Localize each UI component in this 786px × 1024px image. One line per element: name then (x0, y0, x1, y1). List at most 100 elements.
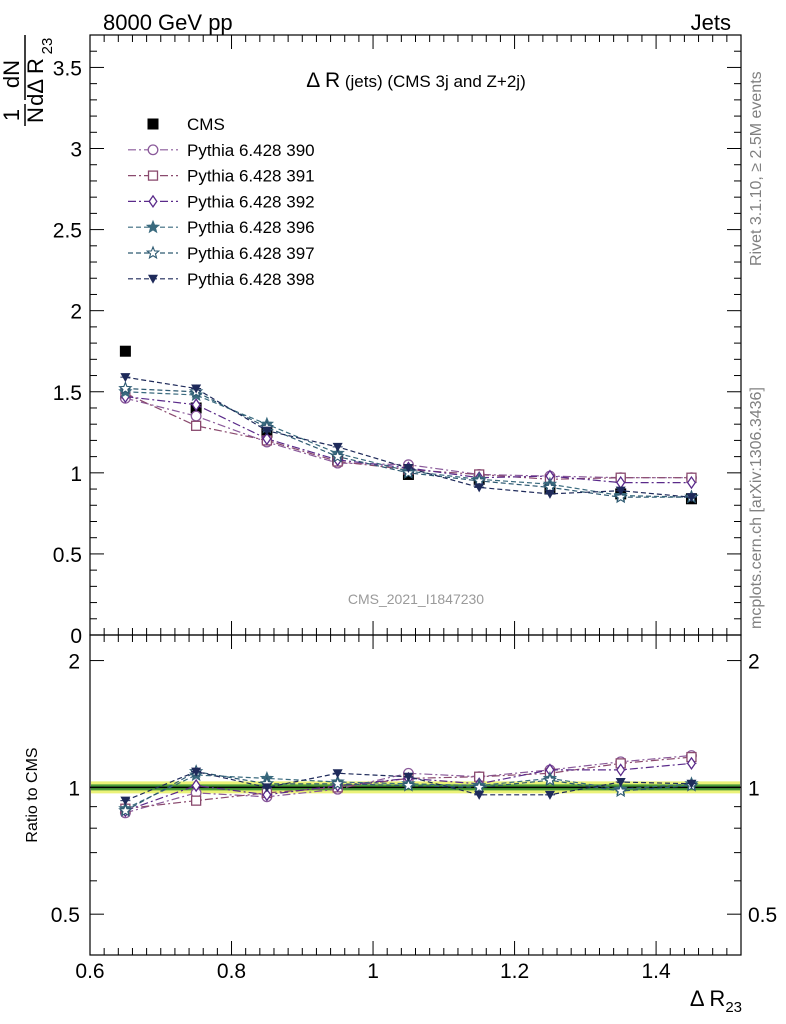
main-series-4 (118, 384, 699, 504)
ratio-y-tick-label: 2 (68, 651, 80, 674)
main-data-point (190, 420, 202, 431)
legend-marker (145, 245, 161, 260)
legend-marker (148, 194, 158, 209)
legend-label: Pythia 6.428 392 (187, 192, 315, 211)
main-series-0 (119, 345, 697, 505)
main-y-tick-label: 1 (70, 463, 82, 486)
ratio-series-layer (118, 750, 699, 819)
x-tick-labels: 0.6 0.8 1 1.2 1.4 (75, 960, 671, 983)
header-left: 8000 GeV pp (103, 10, 233, 35)
legend-entry-0: CMS (147, 115, 225, 134)
ratio-y-tick-label-right: 2 (748, 651, 760, 674)
main-series-layer (118, 345, 699, 505)
ratio-data-point (686, 756, 697, 771)
main-series-5 (118, 381, 699, 504)
mcplots-label: mcplots.cern.ch [arXiv:1306.3436] (748, 387, 765, 629)
main-data-point (613, 489, 628, 504)
legend-entry-1: Pythia 6.428 390 (128, 141, 315, 160)
legend-marker (147, 144, 159, 156)
ratio-data-point (616, 763, 626, 777)
main-data-point (191, 398, 201, 412)
ylabel-dR: dΔ R (23, 58, 48, 106)
main-y-tick-label: 3.5 (53, 57, 82, 80)
rivet-version-label: Rivet 3.1.10, ≥ 2.5M events (748, 71, 765, 266)
main-data-point (686, 475, 697, 490)
ylabel-dN: dN (0, 60, 24, 88)
header-right: Jets (691, 10, 731, 35)
ratio-y-tick-label-right: 1 (748, 777, 760, 800)
main-y-axis-label: 1 N dN dΔ R 23 (0, 35, 56, 126)
ratio-data-point (472, 779, 487, 794)
main-panel: 0 0.5 1 1.5 2 2.5 3 3.5 Δ R (jets) (CMS 3j and … (0, 34, 742, 648)
ratio-data-point (401, 778, 416, 792)
analysis-watermark: CMS_2021_I1847230 (348, 591, 484, 607)
main-y-tick-label: 2 (70, 301, 82, 324)
ratio-series-line (125, 770, 692, 812)
ratio-y-axis-label: Ratio to CMS (24, 747, 41, 842)
ylabel-one: 1 (0, 109, 24, 121)
legend-label: Pythia 6.428 390 (187, 141, 315, 160)
main-data-point (118, 381, 133, 395)
ratio-data-point (262, 788, 272, 802)
main-data-point (190, 410, 202, 422)
x-tick-label: 1.4 (641, 960, 671, 983)
ratio-data-point (330, 776, 345, 790)
x-tick-label: 1 (367, 960, 379, 983)
ratio-data-point (544, 790, 555, 800)
legend: CMS Pythia 6.428 390 Pythia 6.428 391 Pythi… (128, 115, 315, 289)
ratio-y-tick-label: 1 (68, 777, 80, 800)
ratio-series-5 (120, 767, 697, 806)
main-y-tick-labels: 0 0.5 1 1.5 2 2.5 3 3.5 (53, 57, 82, 648)
legend-entry-5: Pythia 6.428 397 (128, 244, 315, 263)
main-y-tick-label: 1.5 (53, 382, 82, 405)
ylabel-N: N (23, 107, 48, 123)
main-data-point (330, 449, 345, 463)
ratio-y-tick-labels: 0.5 0.5 1 1 2 2 (51, 651, 777, 928)
main-series-6 (120, 373, 697, 503)
ratio-y-tick-label: 0.5 (51, 904, 80, 927)
legend-entry-4: Pythia 6.428 396 (128, 218, 315, 237)
legend-label: Pythia 6.428 398 (187, 270, 315, 289)
main-data-point (403, 463, 414, 473)
ratio-data-point (120, 796, 131, 806)
x-tick-label: 1.2 (500, 960, 529, 983)
main-data-point (262, 432, 272, 446)
legend-label: Pythia 6.428 396 (187, 218, 315, 237)
main-data-point (474, 483, 485, 493)
ratio-data-point (261, 783, 272, 793)
ratio-data-point (191, 767, 202, 777)
main-title: Δ R (jets) (CMS 3j and Z+2j) (306, 69, 526, 92)
ratio-data-point (474, 790, 485, 800)
main-data-point (191, 384, 202, 394)
main-data-point (119, 345, 131, 357)
ratio-y-tick-label-right: 0.5 (748, 904, 777, 927)
x-tick-label: 0.6 (75, 960, 104, 983)
ratio-plot-frame (89, 634, 742, 956)
main-y-tick-label: 0 (70, 625, 82, 648)
main-data-point (120, 373, 131, 383)
main-y-tick-label: 3 (70, 139, 82, 162)
legend-entry-2: Pythia 6.428 391 (128, 167, 315, 186)
legend-marker (147, 170, 159, 181)
ratio-data-point (613, 783, 628, 798)
main-data-point (261, 426, 272, 436)
legend-entry-6: Pythia 6.428 398 (128, 270, 315, 289)
x-tick-label: 0.8 (217, 960, 246, 983)
main-y-tick-label: 0.5 (53, 544, 82, 567)
legend-marker (147, 118, 159, 130)
ratio-data-point (542, 772, 558, 787)
legend-label: Pythia 6.428 391 (187, 167, 315, 186)
main-y-tick-label: 2.5 (53, 220, 82, 243)
legend-marker (145, 219, 161, 234)
main-series-line (125, 391, 692, 498)
ratio-data-point (403, 772, 414, 782)
main-data-point (686, 493, 697, 503)
ratio-data-point (332, 769, 343, 779)
ratio-data-point (615, 777, 626, 787)
ratio-data-point (190, 795, 202, 806)
ylabel-subscript: 23 (39, 38, 56, 55)
ratio-data-point (118, 803, 133, 817)
main-data-point (544, 489, 555, 499)
main-data-point (332, 442, 343, 452)
legend-marker (148, 274, 158, 284)
